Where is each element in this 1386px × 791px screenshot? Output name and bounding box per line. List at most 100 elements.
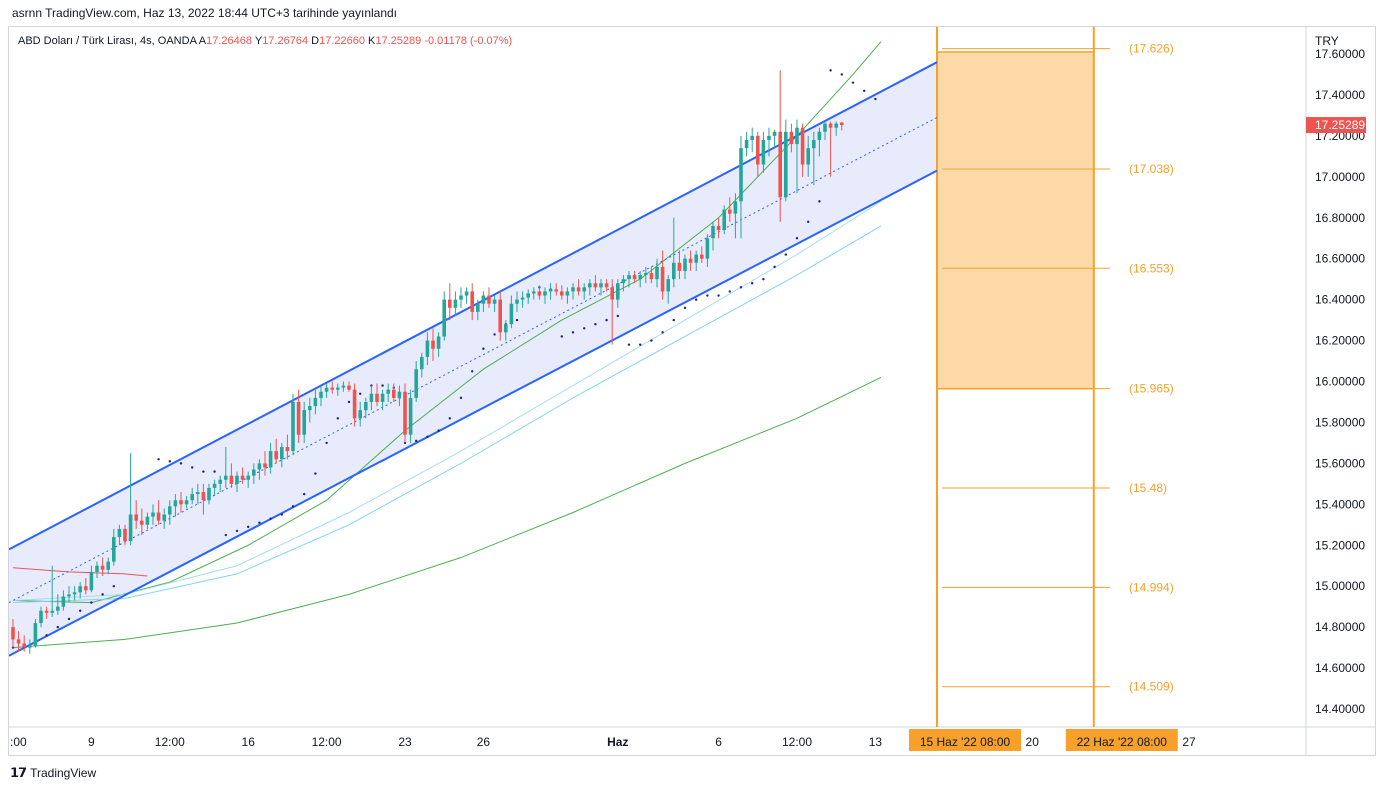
open-label: A: [198, 35, 207, 47]
candle-body: [347, 385, 351, 390]
candle-body: [784, 131, 788, 198]
candle-body: [358, 410, 362, 419]
candle-body: [638, 275, 642, 280]
psar-dot: [773, 265, 776, 269]
candle-body: [184, 500, 189, 505]
candle-body: [660, 266, 665, 292]
candle-body: [112, 537, 116, 562]
candle-body: [151, 512, 155, 517]
close-value: 17.25289: [375, 35, 422, 47]
psar-dot: [493, 333, 496, 336]
fib-level-label: (15.965): [1129, 382, 1174, 396]
psar-dot: [717, 294, 720, 297]
candle-body: [268, 451, 273, 468]
psar-dot: [650, 339, 653, 342]
fib-level-label: (14.994): [1129, 580, 1174, 594]
channel-fill: [9, 62, 937, 656]
candle-body: [156, 512, 161, 521]
candle-body: [789, 131, 794, 145]
psar-dot: [807, 220, 810, 224]
tradingview-logo-icon: 𝟭𝟳: [10, 765, 27, 780]
psar-dot: [784, 253, 787, 256]
psar-dot: [795, 237, 799, 240]
candle-body: [688, 258, 693, 263]
candle-body: [134, 514, 138, 521]
time-tick-label: 16: [242, 735, 256, 749]
open-value: 17.26468: [206, 35, 252, 47]
price-tick-label: 16.40000: [1315, 293, 1365, 307]
candle-body: [532, 291, 536, 294]
candle-body: [84, 586, 88, 591]
psar-dot: [728, 290, 731, 293]
price-tick-label: 16.60000: [1315, 252, 1365, 266]
candle-body: [212, 483, 217, 488]
candle-body: [246, 475, 250, 480]
psar-dot: [695, 298, 698, 301]
candle-body: [16, 639, 21, 644]
candle-body: [526, 293, 530, 298]
psar-dot: [751, 282, 754, 285]
candle-body: [800, 127, 805, 165]
candle-body: [201, 492, 206, 501]
candle-body: [610, 287, 614, 300]
candle-body: [806, 148, 810, 165]
candle-body: [252, 469, 256, 476]
candle-body: [319, 391, 323, 398]
time-tick-label: 6: [715, 735, 722, 749]
candle-body: [453, 299, 458, 308]
candle-body: [823, 123, 827, 132]
fib-level-label: (15.48): [1129, 481, 1167, 495]
price-tick-label: 17.00000: [1315, 170, 1365, 184]
psar-dot: [291, 505, 295, 508]
candle-body: [106, 561, 110, 570]
candle-body: [386, 389, 390, 394]
candle-body: [123, 528, 127, 542]
publish-header: asrnn TradingView.com, Haz 13, 2022 18:4…: [12, 6, 398, 20]
psar-dot: [739, 286, 743, 289]
candle-body: [117, 528, 122, 538]
time-tick-label: 12:00: [155, 735, 185, 749]
close-label: K: [368, 35, 376, 47]
candle-body: [750, 135, 754, 140]
psar-dot: [515, 318, 519, 322]
candle-body: [341, 385, 346, 388]
candle-body: [324, 387, 329, 392]
candle-body: [190, 494, 194, 501]
candle-body: [95, 565, 99, 572]
candle-body: [582, 287, 586, 292]
psar-dot: [661, 331, 664, 334]
price-tick-label: 15.00000: [1315, 579, 1365, 593]
candle-body: [240, 475, 245, 480]
psar-dot: [45, 634, 48, 637]
candle-body: [470, 291, 474, 312]
psar-dot: [874, 97, 877, 101]
candle-body: [840, 122, 844, 126]
candle-body: [313, 397, 318, 407]
psar-dot: [594, 322, 597, 326]
price-tick-label: 15.80000: [1315, 415, 1365, 429]
candle-body: [207, 487, 211, 501]
time-tick-label: 26: [477, 735, 491, 749]
price-tick-label: 16.00000: [1315, 375, 1365, 389]
candle-body: [666, 279, 670, 292]
psar-dot: [459, 396, 463, 400]
candle-body: [380, 393, 385, 402]
psar-dot: [706, 294, 709, 297]
candle-body: [492, 299, 497, 304]
fib-level-label: (17.626): [1129, 42, 1174, 56]
tradingview-footer[interactable]: 𝟭𝟳 TradingView: [10, 765, 96, 781]
chart-frame: [8, 26, 1376, 756]
candle-body: [442, 299, 446, 337]
candle-body: [403, 391, 407, 435]
candle-body: [560, 291, 564, 296]
candle-body: [39, 610, 43, 624]
price-tick-label: 14.40000: [1315, 702, 1365, 716]
candle-body: [78, 586, 82, 593]
fib-level-label: (17.038): [1129, 162, 1174, 176]
candle-body: [436, 336, 441, 349]
moving-average-line: [12, 376, 882, 649]
psar-dot: [269, 517, 272, 520]
candle-body: [761, 139, 766, 165]
candle-body: [50, 610, 54, 613]
